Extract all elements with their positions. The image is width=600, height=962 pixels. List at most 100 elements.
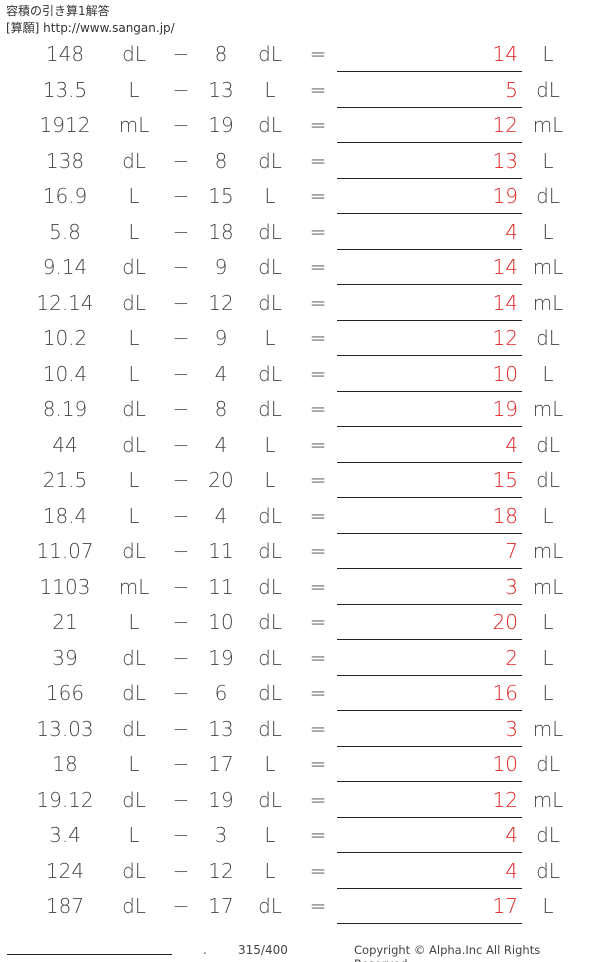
answer-line — [337, 497, 522, 498]
answer-unit: dL — [536, 823, 560, 847]
minuend: 1103 — [39, 574, 91, 599]
copyright: Copyright © Alpha.Inc All Rights Reserve… — [354, 943, 541, 962]
minuend: 10.4 — [42, 361, 88, 386]
answer: 15 — [492, 468, 518, 492]
answer: 17 — [492, 894, 518, 918]
answer-line — [337, 816, 522, 818]
answer-unit: mL — [532, 113, 564, 137]
minuend-unit: mL — [118, 113, 150, 137]
problem-row: 124 dL −12 L = 4 dL — [0, 854, 600, 890]
answer-unit: L — [542, 148, 554, 173]
subtrahend-unit: L — [264, 184, 276, 208]
answer: 19 — [492, 184, 518, 208]
subtrahend: 11 — [208, 539, 234, 563]
subtrahend-unit: dL — [258, 645, 282, 670]
minuend-unit: L — [128, 326, 140, 350]
minus-sign: − — [172, 42, 190, 66]
problem-row: 44 dL −4 L = 4 dL — [0, 428, 600, 464]
subtrahend: 4 — [214, 432, 228, 457]
answer: 4 — [505, 858, 518, 883]
minus-sign: − — [172, 77, 190, 102]
minus-sign: − — [172, 255, 190, 279]
minus-sign: − — [172, 290, 190, 315]
subtrahend: 18 — [208, 219, 234, 244]
minuend: 5.8 — [49, 219, 81, 244]
minuend-unit: dL — [122, 148, 146, 173]
minus-sign: − — [172, 645, 190, 670]
problem-row: 11.07 dL −11 dL = 7 mL — [0, 534, 600, 570]
problem-row: 166 dL −6 dL = 16 L — [0, 676, 600, 712]
subtrahend: 19 — [208, 113, 234, 137]
subtrahend-unit: dL — [258, 361, 282, 386]
answer-line — [337, 887, 522, 889]
minuend-unit: L — [128, 468, 140, 492]
answer-line — [337, 248, 522, 250]
minuend: 44 — [52, 432, 78, 457]
equals-sign: = — [309, 255, 327, 279]
problem-row: 16.9 L −15 L = 19 dL — [0, 179, 600, 215]
answer-unit: mL — [532, 574, 564, 599]
equals-sign: = — [309, 787, 327, 812]
subtrahend: 9 — [214, 255, 228, 279]
minus-sign: − — [172, 752, 190, 776]
minuend-unit: dL — [122, 290, 146, 315]
minus-sign: − — [172, 539, 190, 563]
minuend: 18.4 — [42, 503, 88, 528]
problem-row: 138 dL −8 dL = 13 L — [0, 144, 600, 180]
subtrahend-unit: dL — [258, 219, 282, 244]
problem-row: 1103 mL −11 dL = 3 mL — [0, 570, 600, 606]
equals-sign: = — [309, 610, 327, 634]
answer-line — [337, 568, 522, 569]
problem-row: 21.5 L −20 L = 15 dL — [0, 463, 600, 499]
answer-unit: L — [542, 645, 554, 670]
subtrahend-unit: dL — [258, 574, 282, 599]
minuend: 13.03 — [36, 716, 94, 741]
minus-sign: − — [172, 574, 190, 599]
problem-row: 1912 mL −19 dL = 12 mL — [0, 108, 600, 144]
answer-unit: L — [542, 681, 554, 705]
answer-unit: L — [542, 610, 554, 634]
source-link[interactable]: [算願] http://www.sangan.jp/ — [6, 21, 175, 35]
minus-sign: − — [172, 610, 190, 634]
equals-sign: = — [309, 326, 327, 350]
minus-sign: − — [172, 397, 190, 421]
minus-sign: − — [172, 787, 190, 812]
minuend: 21 — [52, 610, 78, 634]
minus-sign: − — [172, 113, 190, 137]
answer: 13 — [492, 148, 518, 173]
answer-line — [337, 923, 522, 924]
answer-unit: dL — [536, 184, 560, 208]
minuend-unit: dL — [122, 539, 146, 563]
answer-line — [337, 674, 522, 676]
problem-row: 13.5 L −13 L = 5 dL — [0, 73, 600, 109]
subtrahend-unit: dL — [258, 503, 282, 528]
subtrahend: 3 — [214, 823, 228, 847]
minuend: 18 — [52, 752, 78, 776]
answer-line — [337, 213, 522, 214]
subtrahend: 4 — [214, 361, 228, 386]
minuend: 1912 — [39, 113, 91, 137]
minuend: 21.5 — [42, 468, 88, 492]
subtrahend-unit: dL — [258, 716, 282, 741]
problem-row: 187 dL −17 dL = 17 L — [0, 889, 600, 925]
answer-line — [337, 426, 522, 427]
equals-sign: = — [309, 823, 327, 847]
minuend: 148 — [45, 42, 85, 66]
answer-unit: dL — [536, 77, 560, 102]
minuend: 39 — [52, 645, 78, 670]
subtrahend: 9 — [214, 326, 228, 350]
answer-unit: mL — [532, 397, 564, 421]
equals-sign: = — [309, 894, 327, 918]
answer-unit: L — [542, 894, 554, 918]
answer-line — [337, 852, 522, 853]
subtrahend: 17 — [208, 752, 234, 776]
subtrahend-unit: dL — [258, 290, 282, 315]
subtrahend-unit: dL — [258, 255, 282, 279]
minuend-unit: dL — [122, 42, 146, 66]
answer-line — [337, 603, 522, 605]
minuend-unit: dL — [122, 858, 146, 883]
minuend: 3.4 — [49, 823, 81, 847]
problem-row: 21 L −10 dL = 20 L — [0, 605, 600, 641]
subtrahend: 13 — [208, 716, 234, 741]
